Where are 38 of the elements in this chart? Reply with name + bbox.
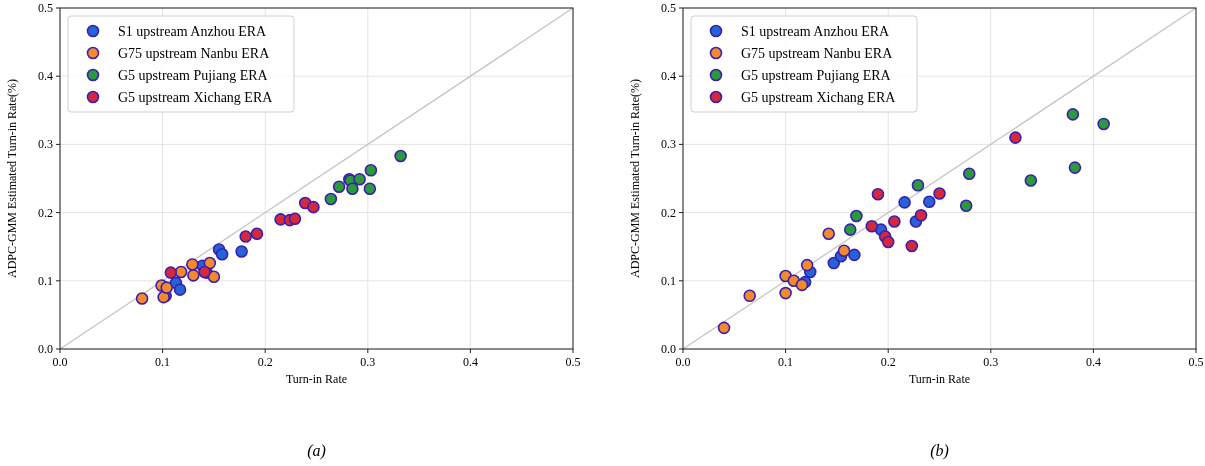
x-tick-label: 0.4 [462, 355, 478, 369]
x-tick-label: 0.2 [880, 355, 896, 369]
text: (a) [307, 442, 326, 460]
y-tick-label: 0.4 [38, 69, 53, 84]
y-tick-label: 0.2 [38, 205, 53, 220]
y-axis-title: ADPC-GMM Estimated Turn-in Rate(%) [628, 79, 642, 278]
legend-label: G75 upstream Nanbu ERA [118, 46, 271, 61]
legend-label: G5 upstream Pujiang ERA [118, 68, 269, 83]
y-axis-title: ADPC-GMM Estimated Turn-in Rate(%) [5, 79, 19, 278]
legend-label: G75 upstream Nanbu ERA [741, 46, 894, 61]
text: (b) [930, 442, 949, 460]
x-axis-title: Turn-in Rate [285, 372, 348, 386]
x-tick-label: 0.5 [565, 355, 581, 369]
y-tick-label: 0.2 [661, 205, 676, 220]
y-tick-label: 0.0 [38, 342, 53, 356]
x-axis-title: Turn-in Rate [908, 372, 971, 386]
legend-label: G5 upstream Pujiang ERA [741, 68, 892, 83]
legend-label: G5 upstream Xichang ERA [118, 90, 274, 105]
x-tick-label: 0.0 [675, 355, 691, 369]
y-tick-label: 0.3 [38, 137, 53, 152]
y-tick-label: 0.1 [38, 273, 53, 288]
x-tick-label: 0.5 [1188, 355, 1204, 369]
x-tick-label: 0.3 [983, 355, 999, 369]
y-tick-label: 0.5 [661, 1, 676, 15]
x-tick-label: 0.0 [52, 355, 68, 369]
x-tick-label: 0.4 [1085, 355, 1101, 369]
y-tick-label: 0.1 [661, 273, 676, 288]
legend-label: S1 upstream Anzhou ERA [741, 24, 891, 39]
y-tick-label: 0.3 [661, 137, 676, 152]
x-tick-label: 0.1 [778, 355, 794, 369]
x-tick-label: 0.2 [257, 355, 273, 369]
legend-label: S1 upstream Anzhou ERA [118, 24, 268, 39]
x-tick-label: 0.1 [155, 355, 171, 369]
x-tick-label: 0.3 [360, 355, 376, 369]
legend-label: G5 upstream Xichang ERA [741, 90, 897, 105]
y-tick-label: 0.4 [661, 69, 676, 84]
y-tick-label: 0.0 [661, 342, 676, 356]
y-tick-label: 0.5 [38, 1, 53, 15]
